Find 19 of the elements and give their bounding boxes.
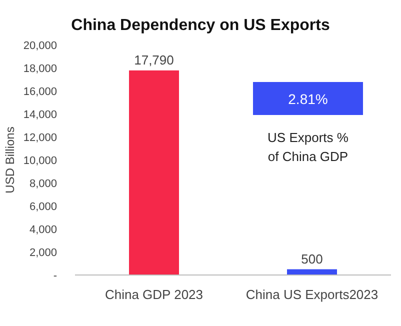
y-tick-label: 16,000: [23, 86, 57, 98]
y-tick-label: 8,000: [29, 178, 57, 190]
data-label: 500: [301, 251, 323, 266]
y-tick-label: 18,000: [23, 63, 57, 75]
x-tick-label: China US Exports2023: [246, 287, 378, 302]
x-tick-label: China GDP 2023: [104, 287, 204, 302]
y-tick-label: 6,000: [29, 201, 57, 213]
chart-title: China Dependency on US Exports: [71, 17, 330, 34]
y-tick-label: 2,000: [29, 247, 57, 259]
annotation: 2.81%: [288, 91, 328, 107]
annotation: US Exports % of China GDP: [268, 130, 349, 164]
y-axis-title: USD Billions: [3, 126, 17, 194]
y-tick-label: 10,000: [23, 155, 57, 167]
y-tick-label: -: [53, 270, 58, 282]
y-tick-label: 12,000: [23, 132, 57, 144]
y-tick-label: 14,000: [23, 109, 57, 121]
y-tick-label: 20,000: [23, 40, 57, 52]
y-tick-label: 4,000: [29, 224, 57, 236]
data-label: 17,790: [134, 52, 174, 68]
